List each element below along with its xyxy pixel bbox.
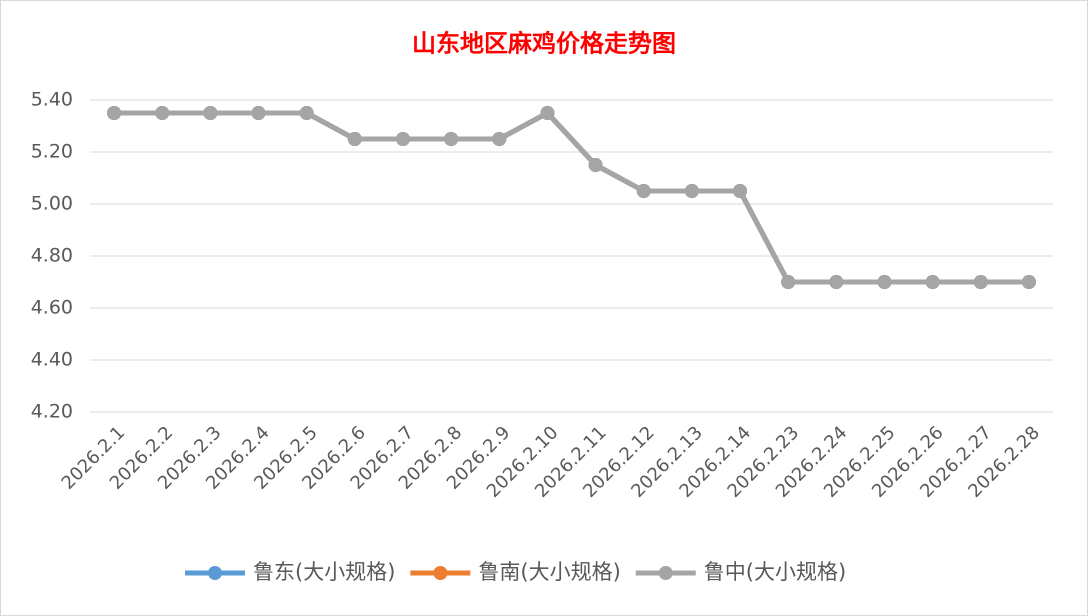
chart-title: 山东地区麻鸡价格走势图: [412, 29, 676, 58]
y-tick-label: 4.40: [31, 349, 73, 371]
legend-marker: [208, 566, 222, 580]
y-tick-label: 4.60: [31, 297, 73, 319]
data-point: [444, 132, 459, 146]
data-point: [492, 132, 507, 146]
legend-marker: [658, 566, 673, 580]
data-point: [829, 275, 844, 289]
data-point: [395, 132, 410, 146]
data-point: [733, 184, 748, 198]
y-tick-label: 4.20: [31, 401, 73, 423]
data-point: [973, 275, 988, 289]
data-point: [636, 184, 651, 198]
data-point: [251, 106, 266, 120]
data-point: [203, 106, 218, 120]
legend-label: 鲁东(大小规格): [253, 560, 395, 584]
data-point: [155, 106, 170, 120]
data-point: [684, 184, 699, 198]
legend-marker: [433, 566, 448, 580]
y-tick-label: 5.00: [31, 193, 73, 215]
data-point: [1021, 275, 1036, 289]
data-point: [877, 275, 892, 289]
data-point: [299, 106, 314, 120]
data-point: [588, 158, 603, 172]
data-point: [925, 275, 940, 289]
y-tick-label: 5.40: [31, 89, 73, 111]
legend-label: 鲁中(大小规格): [704, 560, 846, 584]
data-point: [107, 106, 122, 120]
data-point: [347, 132, 362, 146]
legend-label: 鲁南(大小规格): [478, 560, 620, 584]
y-tick-label: 5.20: [31, 141, 73, 163]
data-point: [540, 106, 555, 120]
data-point: [781, 275, 796, 289]
y-tick-label: 4.80: [31, 245, 73, 267]
series-line: [114, 110, 1029, 285]
